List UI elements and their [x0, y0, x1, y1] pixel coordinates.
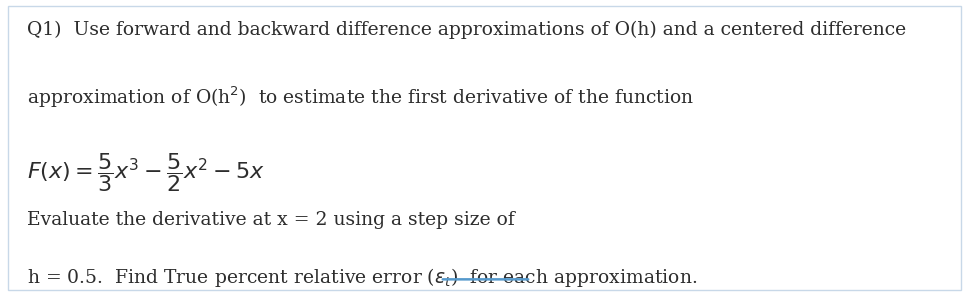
Text: h = 0.5.  Find True percent relative error ($\varepsilon_t$)  for each approxima: h = 0.5. Find True percent relative erro…: [27, 266, 698, 289]
Text: Q1)  Use forward and backward difference approximations of O(h) and a centered d: Q1) Use forward and backward difference …: [27, 21, 906, 39]
Text: $F(x) = \dfrac{5}{3}x^3 - \dfrac{5}{2}x^2 - 5x$: $F(x) = \dfrac{5}{3}x^3 - \dfrac{5}{2}x^…: [27, 151, 266, 194]
Text: Evaluate the derivative at x = 2 using a step size of: Evaluate the derivative at x = 2 using a…: [27, 211, 515, 230]
FancyBboxPatch shape: [8, 6, 961, 290]
Text: approximation of O(h$^2$)  to estimate the first derivative of the function: approximation of O(h$^2$) to estimate th…: [27, 85, 694, 110]
